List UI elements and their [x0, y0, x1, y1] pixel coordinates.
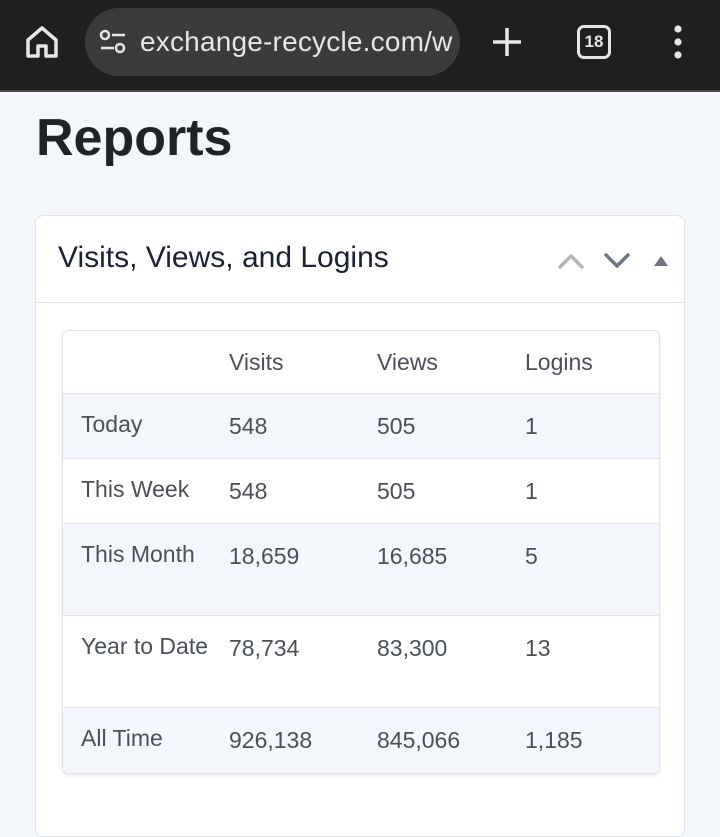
column-header-logins: Logins: [525, 349, 593, 375]
report-panel: Visits, Views, and Logins Visits Views L…: [35, 215, 685, 837]
tab-switcher-icon[interactable]: 18: [577, 25, 611, 59]
chevron-up-icon[interactable]: [556, 250, 586, 272]
site-settings-icon[interactable]: [99, 28, 127, 56]
plus-icon[interactable]: [489, 24, 525, 60]
table-row: This Month 18,659 16,685 5: [63, 523, 659, 615]
table-row: This Week 548 505 1: [63, 458, 659, 523]
visits-cell: 18,659: [229, 542, 300, 569]
views-cell: 505: [377, 412, 416, 439]
views-cell: 83,300: [377, 634, 448, 661]
logins-cell: 1,185: [525, 726, 583, 753]
column-header-visits: Visits: [229, 349, 284, 375]
home-icon[interactable]: [22, 22, 62, 62]
stats-table-card: Visits Views Logins Today 548 505 1 This…: [62, 330, 660, 774]
row-label: All Time: [81, 724, 163, 751]
logins-cell: 5: [525, 542, 538, 569]
row-label: This Week: [81, 475, 190, 502]
column-header-views: Views: [377, 349, 438, 375]
visits-cell: 548: [229, 477, 268, 504]
logins-cell: 13: [525, 634, 551, 661]
tab-count: 18: [584, 32, 604, 51]
views-cell: 505: [377, 477, 416, 504]
views-cell: 16,685: [377, 542, 448, 569]
row-label: This Month: [81, 540, 195, 567]
stats-table: Visits Views Logins Today 548 505 1 This…: [63, 331, 659, 773]
table-header-row: Visits Views Logins: [63, 331, 659, 393]
table-row: Year to Date 78,734 83,300 13: [63, 615, 659, 707]
row-label: Year to Date: [81, 632, 209, 659]
chevron-down-icon[interactable]: [602, 250, 632, 272]
address-bar[interactable]: exchange-recycle.com/w: [85, 8, 460, 76]
table-row: All Time 926,138 845,066 1,185: [63, 707, 659, 773]
collapse-triangle-icon[interactable]: [652, 254, 670, 268]
visits-cell: 926,138: [229, 726, 313, 753]
more-vert-icon[interactable]: [665, 24, 691, 60]
table-row: Today 548 505 1: [63, 393, 659, 458]
views-cell: 845,066: [377, 726, 461, 753]
column-header-label: [63, 331, 229, 393]
url-text[interactable]: exchange-recycle.com/w: [140, 26, 453, 57]
panel-title: Visits, Views, and Logins: [58, 241, 389, 274]
row-label: Today: [81, 410, 143, 437]
page-title: Reports: [36, 109, 233, 167]
logins-cell: 1: [525, 412, 538, 439]
visits-cell: 548: [229, 412, 268, 439]
logins-cell: 1: [525, 477, 538, 504]
panel-header: Visits, Views, and Logins: [36, 216, 684, 303]
browser-toolbar: exchange-recycle.com/w 18: [0, 0, 720, 92]
visits-cell: 78,734: [229, 634, 300, 661]
